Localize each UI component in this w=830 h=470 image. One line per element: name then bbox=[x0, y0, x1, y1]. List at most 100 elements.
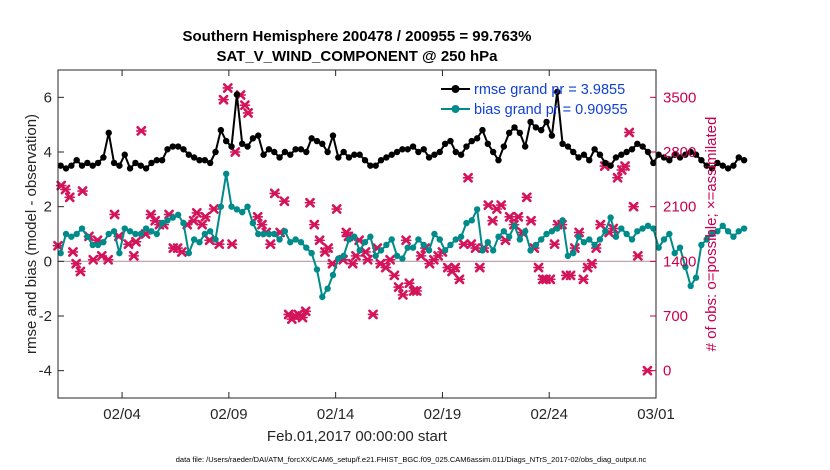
rmse-point bbox=[180, 146, 187, 153]
obs-assimilated-point bbox=[586, 258, 598, 269]
bias-point bbox=[596, 236, 604, 243]
y-tick-label: 0 bbox=[44, 253, 52, 270]
obs-assimilated-point bbox=[128, 250, 140, 261]
obs-assimilated-point bbox=[623, 127, 635, 138]
bias-point bbox=[335, 255, 342, 262]
bias-point bbox=[110, 228, 118, 235]
obs-assimilated-point bbox=[278, 196, 290, 207]
obs-assimilated-point bbox=[577, 274, 589, 285]
obs-assimilated-point bbox=[400, 235, 412, 246]
rmse-point bbox=[628, 146, 636, 153]
rmse-point bbox=[612, 154, 620, 161]
rmse-point bbox=[303, 148, 310, 156]
bias-point bbox=[714, 228, 721, 235]
bias-point bbox=[228, 203, 235, 210]
bias-point bbox=[618, 225, 625, 232]
obs-assimilated-point bbox=[229, 147, 241, 157]
bias-point bbox=[206, 228, 214, 235]
bias-point bbox=[639, 225, 646, 232]
bias-point bbox=[730, 233, 737, 240]
bias-point bbox=[500, 228, 508, 235]
obs-assimilated-point bbox=[350, 250, 362, 261]
y-right-tick-label: 700 bbox=[663, 308, 688, 325]
bias-point bbox=[132, 230, 139, 238]
rmse-point bbox=[393, 148, 401, 156]
rmse-point bbox=[260, 151, 267, 158]
bias-point bbox=[73, 230, 80, 238]
bias-point bbox=[452, 236, 459, 243]
rmse-point bbox=[137, 162, 144, 169]
obs-assimilated-point bbox=[75, 266, 86, 277]
obs-assimilated-point bbox=[199, 211, 211, 222]
rmse-point bbox=[708, 165, 716, 172]
bias-point bbox=[495, 233, 502, 240]
obs-assimilated-point bbox=[64, 192, 76, 203]
rmse-point bbox=[361, 157, 369, 164]
obs-assimilated-point bbox=[188, 215, 200, 226]
rmse-point bbox=[158, 157, 166, 164]
rmse-point bbox=[313, 137, 321, 145]
bias-point bbox=[100, 239, 107, 246]
rmse-point bbox=[239, 140, 246, 147]
rmse-point bbox=[78, 162, 86, 169]
rmse-point bbox=[634, 140, 641, 147]
bias-point bbox=[196, 239, 203, 246]
rmse-point bbox=[724, 165, 732, 172]
bias-point bbox=[158, 219, 166, 227]
bias-point bbox=[137, 230, 144, 238]
obs-assimilated-point bbox=[474, 262, 486, 273]
obs-assimilated-point bbox=[256, 219, 268, 230]
obs-assimilated-point bbox=[388, 270, 400, 281]
obs-assimilated-point bbox=[549, 239, 560, 250]
bias-point bbox=[244, 203, 251, 210]
legend-rmse-marker bbox=[451, 85, 460, 93]
obs-assimilated-point bbox=[512, 211, 524, 222]
x-tick-label: 02/04 bbox=[103, 406, 141, 423]
bias-point bbox=[281, 228, 289, 235]
rmse-point bbox=[89, 162, 96, 169]
bias-point bbox=[484, 239, 492, 246]
rmse-point bbox=[340, 148, 347, 156]
rmse-series bbox=[57, 88, 748, 172]
obs-assimilated-point bbox=[331, 204, 343, 214]
x-tick-label: 02/24 bbox=[530, 406, 568, 423]
rmse-point bbox=[249, 135, 257, 142]
bias-point bbox=[409, 244, 417, 251]
bias-point bbox=[543, 230, 550, 238]
rmse-point bbox=[639, 143, 646, 150]
obs-assimilated-point bbox=[297, 312, 308, 323]
obs-assimilated-point bbox=[403, 278, 415, 289]
rmse-point bbox=[121, 151, 128, 158]
rmse-point bbox=[505, 129, 513, 137]
bias-point bbox=[68, 233, 75, 240]
rmse-point bbox=[356, 151, 363, 158]
obs-assimilated-point bbox=[322, 243, 334, 253]
rmse-point bbox=[687, 148, 694, 156]
bias-point bbox=[431, 230, 438, 238]
obs-assimilated-point bbox=[135, 126, 147, 136]
bias-point bbox=[703, 236, 710, 243]
obs-assimilated-point bbox=[632, 250, 644, 261]
rmse-point bbox=[740, 157, 748, 164]
rmse-point bbox=[666, 157, 673, 164]
rmse-point bbox=[57, 162, 64, 169]
series-group bbox=[57, 88, 748, 301]
bias-point bbox=[153, 230, 160, 238]
x-tick-label: 03/01 bbox=[637, 406, 675, 423]
bias-point bbox=[457, 233, 465, 240]
obs-assimilated-point bbox=[397, 290, 409, 300]
rmse-point bbox=[73, 157, 80, 164]
rmse-point bbox=[206, 159, 214, 167]
obs-assimilated-point bbox=[265, 239, 276, 250]
rmse-point bbox=[142, 165, 150, 172]
obs-assimilated-point bbox=[70, 258, 82, 269]
bias-point bbox=[564, 252, 572, 260]
bias-point bbox=[217, 203, 225, 210]
rmse-point bbox=[100, 154, 107, 161]
rmse-point bbox=[618, 151, 625, 158]
rmse-point bbox=[190, 154, 198, 161]
plot-frame bbox=[57, 69, 657, 399]
y-right-tick-label: 3500 bbox=[663, 89, 696, 106]
bias-point bbox=[692, 274, 700, 281]
bias-point bbox=[607, 214, 614, 221]
